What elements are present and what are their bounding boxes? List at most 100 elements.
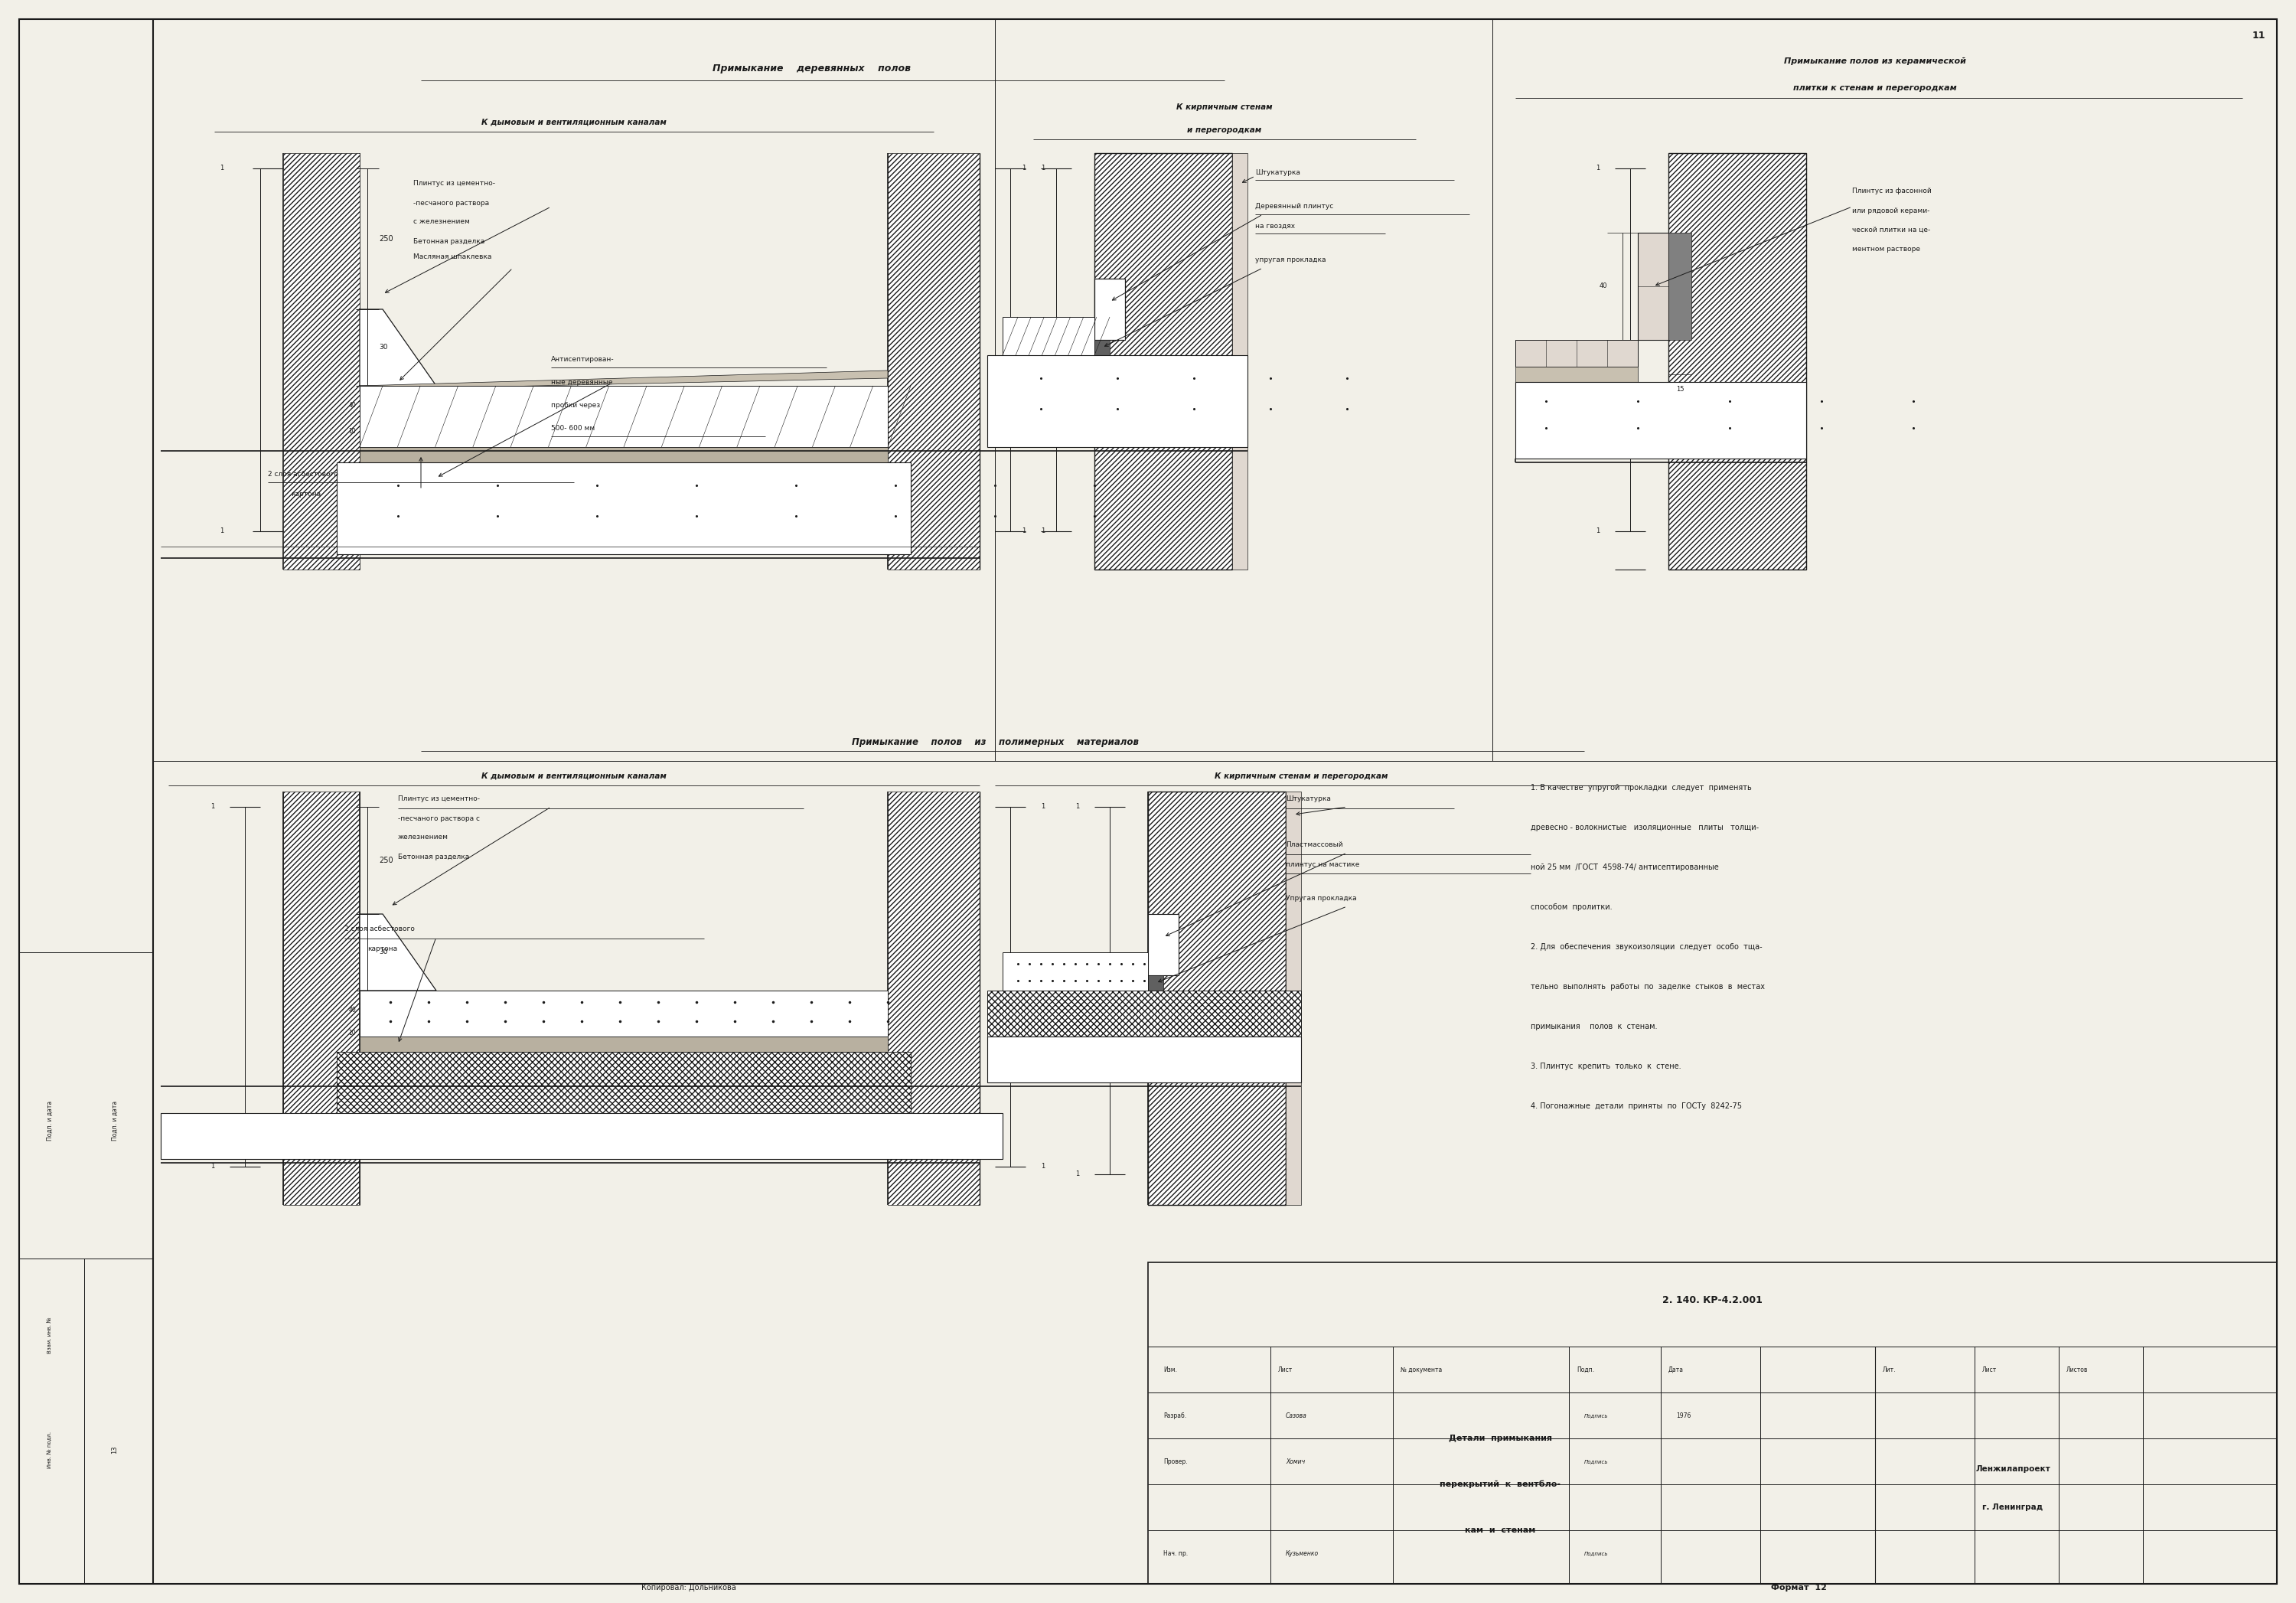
Text: 30: 30: [379, 345, 388, 351]
Text: Разраб.: Разраб.: [1164, 1412, 1187, 1419]
Text: 13: 13: [113, 1446, 119, 1454]
Text: 1. В качестве  упругой  прокладки  следует  применять: 1. В качестве упругой прокладки следует …: [1531, 784, 1752, 792]
Text: 1: 1: [220, 527, 225, 535]
Text: 40: 40: [1598, 282, 1607, 290]
Text: на гвоздях: на гвоздях: [1256, 223, 1295, 229]
Text: 11: 11: [2252, 30, 2266, 40]
Text: примыкания    полов  к  стенам.: примыкания полов к стенам.: [1531, 1023, 1658, 1031]
Polygon shape: [1148, 975, 1164, 991]
Text: -песчаного раствора с: -песчаного раствора с: [397, 814, 480, 822]
Polygon shape: [1095, 154, 1233, 569]
Text: Подпись: Подпись: [1584, 1414, 1607, 1417]
Text: Кузьменко: Кузьменко: [1286, 1550, 1318, 1557]
Text: Детали  примыкания: Детали примыкания: [1449, 1435, 1552, 1443]
Polygon shape: [889, 154, 980, 569]
Text: Подп. и дата: Подп. и дата: [46, 1101, 53, 1141]
Text: Упругая прокладка: Упругая прокладка: [1286, 896, 1357, 902]
Text: ные деревянные: ные деревянные: [551, 380, 613, 386]
Polygon shape: [1669, 232, 1692, 340]
Text: Провер.: Провер.: [1164, 1459, 1187, 1465]
Polygon shape: [360, 447, 889, 462]
Text: 2. 140. КР-4.2.001: 2. 140. КР-4.2.001: [1662, 1295, 1763, 1305]
Polygon shape: [1095, 279, 1125, 340]
Text: Штукатурка: Штукатурка: [1256, 168, 1300, 176]
Text: пробки через: пробки через: [551, 402, 599, 409]
Text: Изм.: Изм.: [1164, 1366, 1178, 1372]
Polygon shape: [1148, 792, 1286, 1205]
Text: ной 25 мм  /ГОСТ  4598-74/ антисептированные: ной 25 мм /ГОСТ 4598-74/ антисептированн…: [1531, 864, 1720, 870]
Text: 3. Плинтус  крепить  только  к  стене.: 3. Плинтус крепить только к стене.: [1531, 1063, 1681, 1071]
Text: Плинтус из цементно-: Плинтус из цементно-: [397, 795, 480, 803]
Polygon shape: [360, 1037, 889, 1052]
Text: Листов: Листов: [2066, 1366, 2087, 1372]
Text: Плинтус из фасонной: Плинтус из фасонной: [1853, 188, 1931, 196]
Text: древесно - волокнистые   изоляционные   плиты   толщи-: древесно - волокнистые изоляционные плит…: [1531, 824, 1759, 832]
Text: Деревянный плинтус: Деревянный плинтус: [1256, 204, 1334, 210]
Polygon shape: [1637, 232, 1669, 340]
Text: 15: 15: [1676, 386, 1683, 393]
Text: кам  и  стенам: кам и стенам: [1465, 1526, 1536, 1534]
Text: или рядовой керами-: или рядовой керами-: [1853, 207, 1929, 213]
Polygon shape: [360, 991, 889, 1037]
Text: способом  пролитки.: способом пролитки.: [1531, 904, 1612, 911]
Text: Нач. пр.: Нач. пр.: [1164, 1550, 1187, 1557]
Text: картона: картона: [367, 946, 397, 952]
Text: К кирпичным стенам и перегородкам: К кирпичным стенам и перегородкам: [1215, 773, 1387, 781]
Text: 1: 1: [1075, 803, 1079, 810]
Text: Сазова: Сазова: [1286, 1412, 1306, 1419]
Polygon shape: [420, 466, 452, 489]
Polygon shape: [360, 386, 889, 447]
Text: 10: 10: [349, 1029, 356, 1036]
Polygon shape: [1515, 340, 1637, 367]
Text: 30: 30: [379, 949, 388, 955]
Text: 2. Для  обеспечения  звукоизоляции  следует  особо  тща-: 2. Для обеспечения звукоизоляции следует…: [1531, 943, 1763, 951]
Text: перекрытий  к  вентбло-: перекрытий к вентбло-: [1440, 1480, 1561, 1488]
Text: 2 слоя асбестового: 2 слоя асбестового: [344, 927, 416, 933]
Polygon shape: [282, 792, 360, 1205]
Text: 1: 1: [211, 1164, 214, 1170]
Polygon shape: [282, 154, 360, 569]
Text: 1: 1: [1596, 165, 1600, 172]
Text: 250: 250: [379, 236, 393, 242]
Text: Подп. и дата: Подп. и дата: [113, 1101, 119, 1141]
Polygon shape: [360, 914, 436, 991]
Text: Инв. № подл.: Инв. № подл.: [48, 1431, 53, 1468]
Polygon shape: [360, 309, 436, 386]
Polygon shape: [360, 370, 889, 390]
Text: Бетонная разделка: Бетонная разделка: [413, 237, 484, 245]
Text: 1: 1: [220, 165, 225, 172]
Text: 250: 250: [379, 856, 393, 864]
Text: г. Ленинград: г. Ленинград: [1981, 1504, 2043, 1512]
Polygon shape: [1095, 340, 1109, 356]
Text: № документа: № документа: [1401, 1366, 1442, 1372]
Text: Бетонная разделка: Бетонная разделка: [397, 853, 468, 861]
Polygon shape: [1669, 154, 1807, 569]
Polygon shape: [1003, 317, 1095, 356]
Text: 1: 1: [1040, 803, 1045, 810]
Text: Копировал: Дольникова: Копировал: Дольникова: [641, 1584, 737, 1592]
Text: 1976: 1976: [1676, 1412, 1690, 1419]
Text: 1: 1: [1022, 527, 1026, 535]
Polygon shape: [1233, 154, 1247, 569]
Text: плинтус на мастике: плинтус на мастике: [1286, 861, 1359, 867]
Text: Формат  12: Формат 12: [1770, 1584, 1825, 1592]
Text: Антисептирован-: Антисептирован-: [551, 356, 615, 364]
Text: Плинтус из цементно-: Плинтус из цементно-: [413, 180, 496, 188]
Text: Лист: Лист: [1981, 1366, 1998, 1372]
Text: 1: 1: [1040, 165, 1045, 172]
Text: ческой плитки на це-: ческой плитки на це-: [1853, 226, 1931, 232]
Polygon shape: [338, 462, 912, 555]
Text: Подп.: Подп.: [1577, 1366, 1593, 1372]
Text: 2 слоя асбестового: 2 слоя асбестового: [269, 471, 338, 478]
Text: Примыкание полов из керамической: Примыкание полов из керамической: [1784, 58, 1965, 66]
Text: Примыкание    полов    из    полимерных    материалов: Примыкание полов из полимерных материало…: [852, 737, 1139, 747]
Text: Подпись: Подпись: [1584, 1459, 1607, 1464]
Text: Дата: Дата: [1669, 1366, 1683, 1372]
Text: упругая прокладка: упругая прокладка: [1256, 256, 1327, 264]
Text: К кирпичным стенам: К кирпичным стенам: [1176, 103, 1272, 111]
Text: К дымовым и вентиляционным каналам: К дымовым и вентиляционным каналам: [482, 773, 666, 781]
Text: 10: 10: [349, 428, 356, 434]
Text: 1: 1: [1075, 1170, 1079, 1178]
Polygon shape: [987, 1037, 1302, 1082]
Text: -песчаного раствора: -песчаного раствора: [413, 199, 489, 207]
